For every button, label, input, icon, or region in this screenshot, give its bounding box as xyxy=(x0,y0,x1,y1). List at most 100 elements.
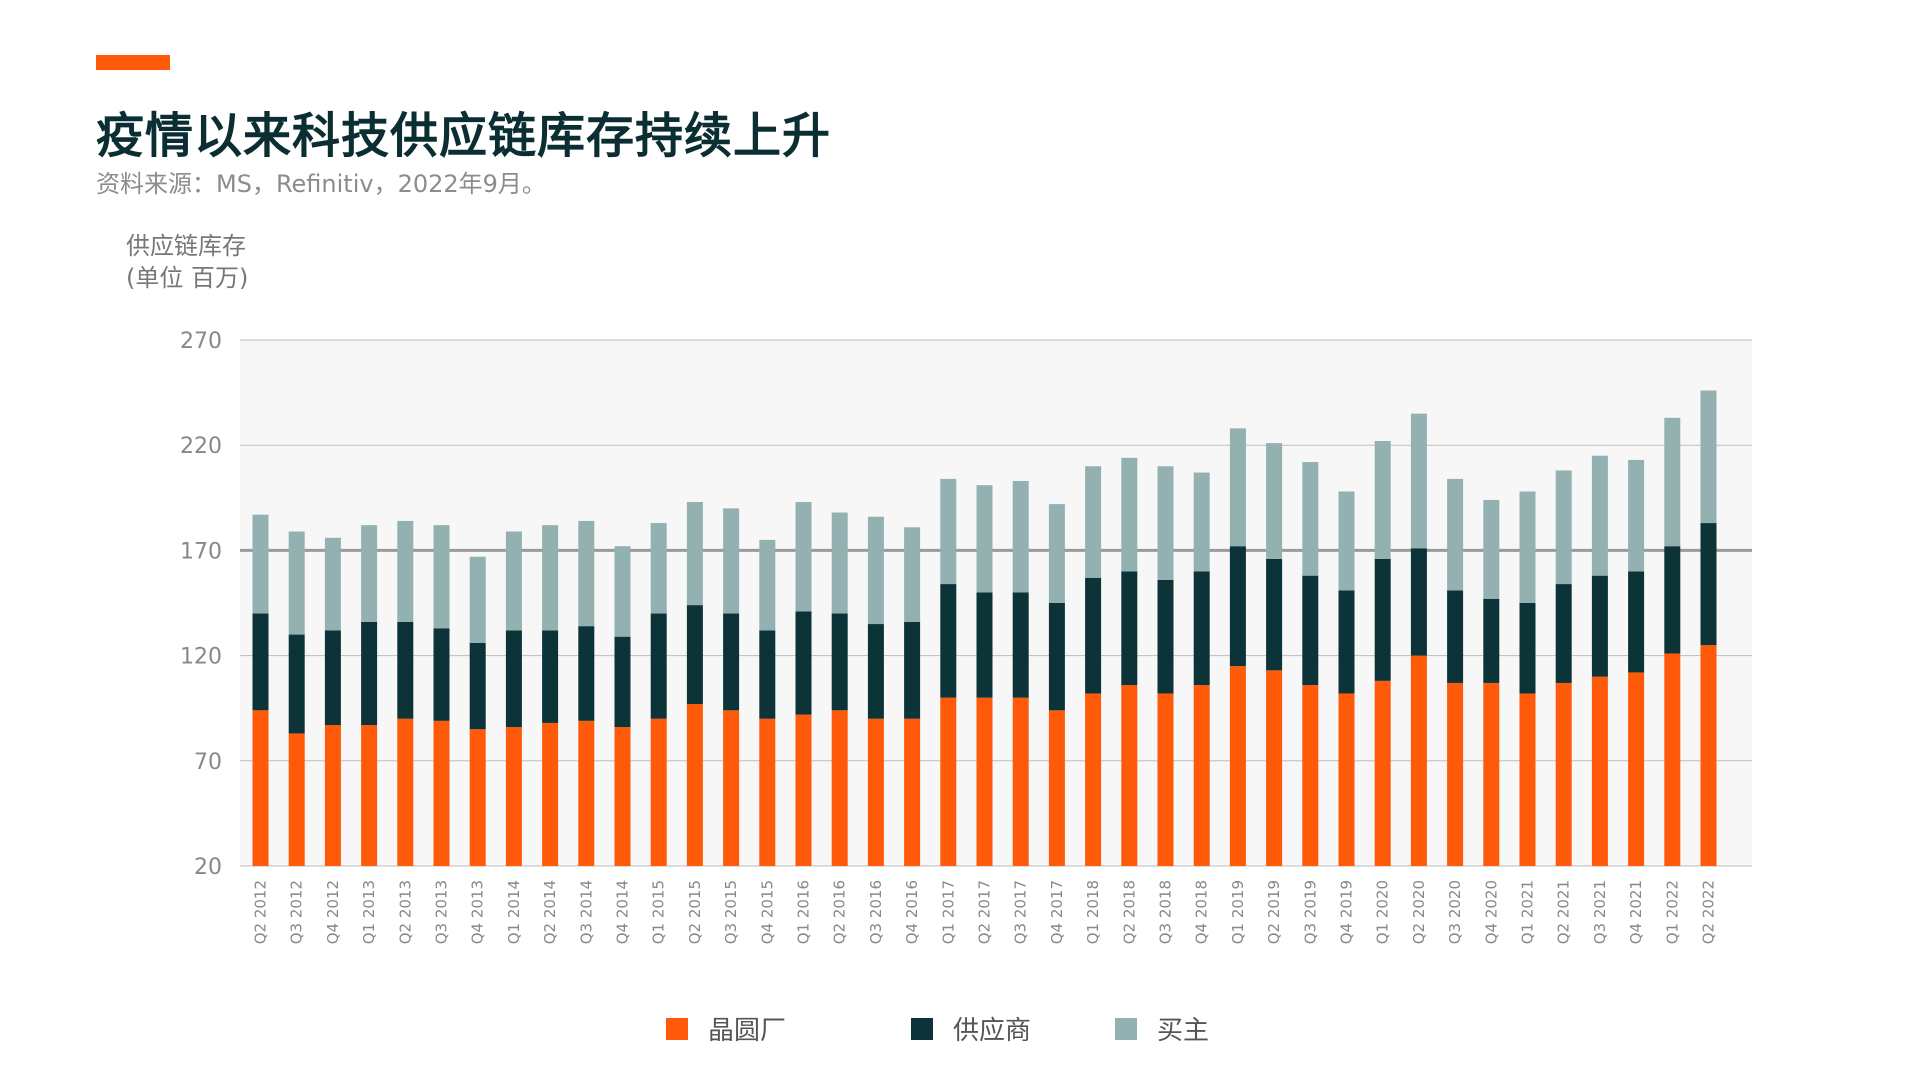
bar-segment xyxy=(904,527,921,622)
x-tick-label: Q2 2020 xyxy=(1410,880,1428,944)
x-tick-label: Q3 2021 xyxy=(1591,880,1609,944)
y-tick-label: 270 xyxy=(180,329,222,354)
bar-segment xyxy=(1555,682,1572,866)
bar-segment xyxy=(361,621,378,726)
bar-segment xyxy=(1012,592,1029,698)
x-tick-label: Q1 2022 xyxy=(1663,880,1681,944)
bar-segment xyxy=(1193,571,1210,686)
bar-segment xyxy=(1555,584,1572,683)
bar-segment xyxy=(1266,670,1283,866)
bar-segment xyxy=(614,727,631,866)
bar-segment xyxy=(1121,457,1138,572)
x-tick-label: Q4 2014 xyxy=(614,880,632,944)
bar-segment xyxy=(1555,470,1572,585)
bar-segment xyxy=(1700,645,1717,866)
bar-segment xyxy=(1591,676,1608,866)
bar-segment xyxy=(723,613,740,711)
bar-segment xyxy=(1048,603,1065,711)
y-axis-label: 供应链库存 (单位 百万) xyxy=(126,230,248,294)
bar-segment xyxy=(1447,590,1464,683)
x-tick-label: Q2 2018 xyxy=(1120,880,1138,944)
y-tick-label: 70 xyxy=(194,750,222,775)
bar-segment xyxy=(1374,558,1391,681)
bar-segment xyxy=(867,516,884,625)
bar-segment xyxy=(1048,504,1065,603)
x-tick-label: Q2 2014 xyxy=(541,880,559,944)
x-tick-label: Q2 2013 xyxy=(396,880,414,944)
bar-segment xyxy=(904,621,921,719)
page-title: 疫情以来科技供应链库存持续上升 xyxy=(96,108,832,164)
bar-segment xyxy=(1121,571,1138,686)
bar-segment xyxy=(1483,682,1500,866)
bar-segment xyxy=(867,718,884,866)
stacked-bar-chart: 20 70 120 170 220 270 Q2 2012 Q3 2012 Q4 2012 Q1 … xyxy=(180,329,1752,944)
bar-segment xyxy=(1085,693,1102,866)
y-tick-label: 220 xyxy=(180,434,222,459)
x-tick-label: Q1 2017 xyxy=(939,880,957,944)
legend-label: 晶圆厂 xyxy=(708,1016,787,1046)
bar-segment xyxy=(505,727,522,866)
x-tick-label: Q4 2020 xyxy=(1482,880,1500,944)
x-tick-label: Q3 2018 xyxy=(1157,880,1175,944)
x-tick-label: Q1 2020 xyxy=(1374,880,1392,944)
x-tick-label: Q2 2015 xyxy=(686,880,704,944)
bar-segment xyxy=(1085,577,1102,694)
x-tick-label: Q4 2019 xyxy=(1338,880,1356,944)
bar-segment xyxy=(723,710,740,866)
legend-swatch-wafer-fab xyxy=(666,1017,688,1040)
bar-segment xyxy=(361,525,378,622)
bar-segment xyxy=(288,733,305,866)
bar-segment xyxy=(1157,466,1174,580)
x-tick-label: Q1 2013 xyxy=(360,880,378,944)
x-tick-label: Q2 2022 xyxy=(1700,880,1718,944)
bar-segment xyxy=(542,630,559,723)
bar-segment xyxy=(1302,462,1319,576)
bar-segment xyxy=(1483,499,1500,599)
legend-item-wafer-fab: 晶圆厂 xyxy=(666,1010,786,1047)
bar-segment xyxy=(252,514,269,614)
bar-segment xyxy=(252,613,269,711)
bar-segment xyxy=(397,718,414,866)
bar-segment xyxy=(1012,480,1029,593)
bar-segment xyxy=(469,729,486,866)
bar-segment xyxy=(1193,685,1210,866)
bar-segment xyxy=(1048,710,1065,866)
bar-segment xyxy=(1664,417,1681,547)
x-tick-label: Q4 2021 xyxy=(1627,880,1645,944)
bar-segment xyxy=(1266,558,1283,671)
x-tick-label: Q4 2018 xyxy=(1193,880,1211,944)
y-axis-label-line-1: 供应链库存 xyxy=(126,232,246,260)
bar-segment xyxy=(614,636,631,728)
x-tick-label: Q1 2016 xyxy=(795,880,813,944)
bar-segment xyxy=(1229,666,1246,866)
bar-segment xyxy=(1229,428,1246,547)
plot-area xyxy=(240,340,1752,866)
y-tick-label: 20 xyxy=(194,855,222,880)
x-tick-label: Q3 2020 xyxy=(1446,880,1464,944)
bar-segment xyxy=(1157,579,1174,694)
x-tick-label: Q2 2021 xyxy=(1555,880,1573,944)
y-tick-label: 120 xyxy=(180,645,222,670)
bar-segment xyxy=(288,634,305,734)
bar-segment xyxy=(795,502,812,612)
x-tick-label: Q1 2021 xyxy=(1519,880,1537,944)
x-tick-label: Q1 2015 xyxy=(650,880,668,944)
bar-segment xyxy=(469,556,486,643)
bar-segment xyxy=(433,720,450,866)
bar-segment xyxy=(1338,693,1355,866)
x-tick-label: Q4 2016 xyxy=(903,880,921,944)
legend: 晶圆厂 供应商 买主 xyxy=(0,1010,1920,1050)
bar-segment xyxy=(324,537,341,631)
bar-segment xyxy=(288,531,305,635)
bar-segment xyxy=(1410,655,1427,866)
x-tick-label: Q3 2013 xyxy=(433,880,451,944)
x-tick-label: Q1 2018 xyxy=(1084,880,1102,944)
bar-segment xyxy=(795,611,812,715)
bar-segment xyxy=(940,478,957,585)
bar-segment xyxy=(1085,466,1102,578)
x-tick-label: Q4 2013 xyxy=(469,880,487,944)
x-tick-label: Q1 2014 xyxy=(505,880,523,944)
bar-segment xyxy=(1374,680,1391,866)
legend-swatch-buyer xyxy=(1115,1017,1137,1040)
bar-segment xyxy=(1519,693,1536,866)
